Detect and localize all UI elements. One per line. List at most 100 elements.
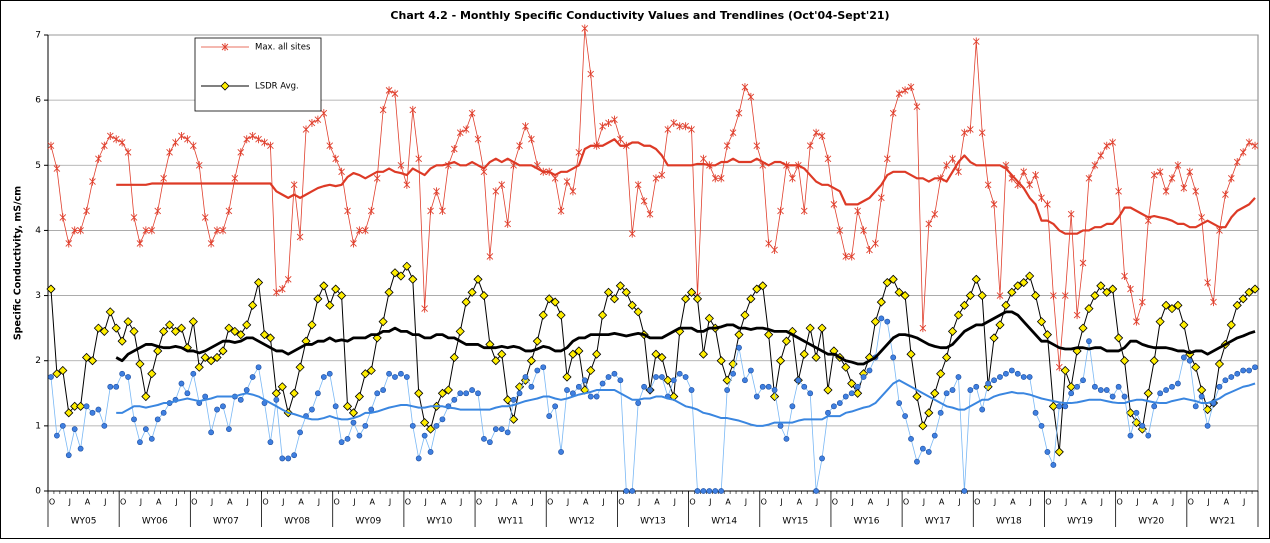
x-tick-label: J <box>459 498 462 507</box>
point-marker <box>777 206 784 215</box>
point-marker <box>628 229 636 238</box>
point-marker <box>129 326 139 336</box>
point-marker <box>1150 171 1158 180</box>
point-marker <box>326 370 333 377</box>
point-marker <box>617 135 624 144</box>
point-marker <box>894 287 904 297</box>
point-marker <box>611 370 618 377</box>
x-tick-label: J <box>851 498 854 507</box>
point-marker <box>374 390 381 397</box>
point-marker <box>781 336 792 346</box>
point-marker <box>807 390 814 397</box>
point-marker <box>633 307 643 317</box>
point-marker <box>1026 180 1033 189</box>
point-marker <box>971 274 981 284</box>
point-marker <box>165 320 175 330</box>
point-marker <box>314 115 322 124</box>
point-marker <box>402 261 412 271</box>
point-marker <box>937 409 944 416</box>
point-marker <box>1001 300 1011 310</box>
point-marker <box>154 416 161 423</box>
point-marker <box>1139 298 1146 307</box>
point-marker <box>912 391 922 402</box>
x-tick-label: A <box>1152 498 1158 507</box>
point-marker <box>360 369 370 379</box>
point-marker <box>1020 374 1027 380</box>
point-marker <box>113 383 120 390</box>
x-tick-label: A <box>654 498 660 507</box>
point-marker <box>575 148 583 157</box>
point-marker <box>208 429 215 436</box>
x-group-label: WY11 <box>498 517 524 527</box>
point-marker <box>847 378 857 389</box>
point-marker <box>581 377 588 384</box>
x-tick-label: J <box>957 498 960 507</box>
point-marker <box>930 388 940 398</box>
y-tick-label: 3 <box>35 291 41 301</box>
point-marker <box>700 154 707 163</box>
point-marker <box>249 374 256 380</box>
series-line <box>116 138 1256 235</box>
point-marker <box>1125 408 1136 418</box>
point-marker <box>1048 401 1058 411</box>
x-tick-label: A <box>441 498 447 507</box>
point-marker <box>771 387 778 393</box>
x-tick-label: J <box>1100 498 1103 507</box>
point-marker <box>942 352 952 363</box>
point-marker <box>563 177 571 186</box>
point-marker <box>1013 281 1023 291</box>
point-marker <box>1222 190 1229 199</box>
point-marker <box>492 187 500 196</box>
x-tick-label: J <box>317 498 320 507</box>
point-marker <box>722 375 732 385</box>
point-marker <box>332 403 339 410</box>
point-marker <box>842 252 850 261</box>
point-marker <box>943 161 950 170</box>
point-marker <box>1203 405 1213 415</box>
point-marker <box>178 380 185 387</box>
point-marker <box>812 128 820 137</box>
point-marker <box>160 409 167 416</box>
x-tick-label: A <box>797 498 803 507</box>
point-marker <box>1109 393 1116 400</box>
x-group-label: WY20 <box>1138 517 1164 527</box>
point-marker <box>688 387 695 393</box>
point-marker <box>421 304 428 313</box>
point-marker <box>889 109 897 118</box>
point-marker <box>451 396 458 403</box>
point-marker <box>718 488 725 494</box>
point-marker <box>344 435 351 442</box>
point-marker <box>550 297 560 307</box>
point-marker <box>647 387 653 393</box>
point-marker <box>989 333 999 343</box>
point-marker <box>83 403 90 410</box>
y-tick-label: 1 <box>35 421 41 431</box>
x-tick-label: J <box>495 498 498 507</box>
point-marker <box>403 180 411 189</box>
point-marker <box>207 239 215 248</box>
x-tick-label: A <box>1010 498 1016 507</box>
point-marker <box>717 174 725 183</box>
x-tick-label: J <box>673 498 676 507</box>
point-marker <box>426 424 436 434</box>
point-marker <box>337 291 347 301</box>
point-marker <box>813 488 820 494</box>
point-marker <box>876 297 886 307</box>
point-marker <box>302 125 310 134</box>
point-marker <box>516 390 523 397</box>
point-marker <box>1163 387 1169 393</box>
point-marker <box>160 174 167 183</box>
point-marker <box>497 349 507 359</box>
point-marker <box>1090 291 1100 301</box>
point-marker <box>961 488 968 494</box>
point-marker <box>741 83 749 92</box>
point-marker <box>1250 284 1260 294</box>
point-marker <box>700 488 707 494</box>
point-marker <box>1156 167 1164 176</box>
point-marker <box>611 115 618 124</box>
point-marker <box>574 346 584 356</box>
point-marker <box>320 109 328 118</box>
point-marker <box>526 356 536 366</box>
x-tick-label: J <box>281 498 284 507</box>
